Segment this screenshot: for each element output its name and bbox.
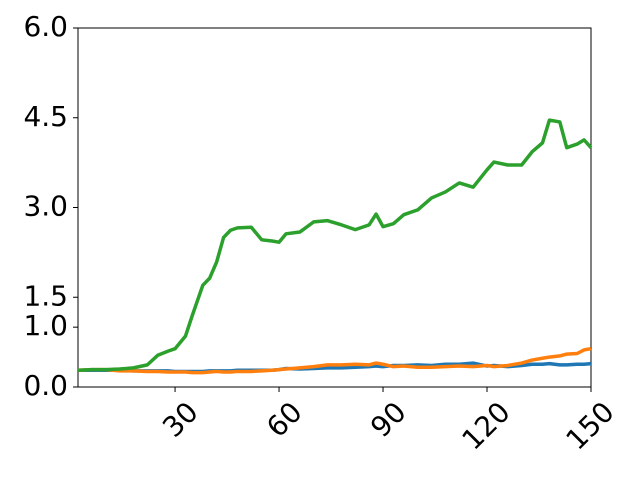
series-line [77, 346, 592, 375]
x-tick-label: 90 [364, 395, 413, 444]
y-tick-label: 4.5 [23, 100, 68, 133]
x-tick-label: 60 [260, 395, 309, 444]
y-tick-label: 3.0 [23, 190, 68, 223]
y-tick-label: 1.0 [23, 309, 68, 342]
y-tick-label: 0.0 [23, 369, 68, 402]
x-tick-label: 150 [560, 395, 621, 456]
y-tick-label: 6.0 [23, 10, 68, 43]
series-line [77, 118, 593, 372]
plot-frame [77, 27, 592, 388]
y-tick-label: 1.5 [23, 279, 68, 312]
x-tick-label: 30 [156, 395, 205, 444]
x-tick-label: 120 [456, 395, 517, 456]
